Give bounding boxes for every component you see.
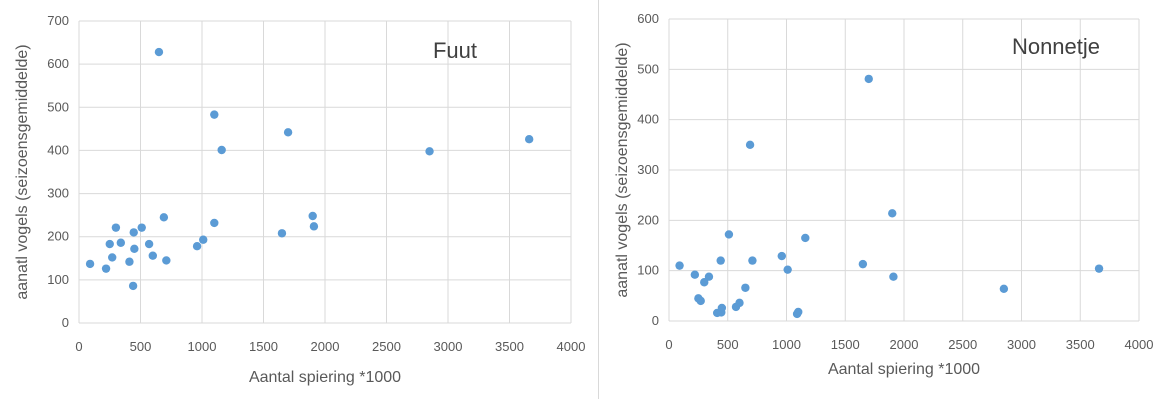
x-tick-label: 1500: [831, 337, 860, 352]
y-tick-label: 400: [637, 112, 659, 127]
data-point: [128, 281, 138, 291]
x-axis-title: Aantal spiering *1000: [249, 369, 401, 386]
y-axis-title: aanatl vogels (seizoensgemiddelde): [614, 42, 631, 297]
x-tick-label: 3500: [495, 339, 524, 354]
y-tick-label: 500: [47, 99, 69, 114]
data-point: [716, 256, 725, 265]
y-tick-label: 700: [47, 13, 69, 28]
y-axis-title: aanatl vogels (seizoensgemiddelde): [14, 44, 31, 299]
x-tick-label: 0: [665, 337, 672, 352]
y-tick-label: 600: [47, 56, 69, 71]
chart-title: Nonnetje: [1012, 34, 1100, 59]
data-point: [889, 272, 898, 281]
y-tick-label: 300: [637, 162, 659, 177]
y-tick-label: 300: [47, 186, 69, 201]
data-point: [425, 147, 434, 156]
data-point: [690, 270, 700, 279]
data-point: [745, 140, 755, 150]
x-tick-label: 2500: [372, 339, 401, 354]
data-point: [144, 239, 154, 249]
data-point: [154, 47, 164, 57]
data-point: [1094, 264, 1104, 273]
data-point: [108, 253, 117, 262]
x-tick-label: 4000: [557, 339, 586, 354]
data-point: [137, 223, 146, 232]
data-point: [741, 283, 750, 292]
chart-title: Fuut: [433, 38, 477, 63]
data-point: [794, 307, 803, 317]
x-tick-label: 1500: [249, 339, 278, 354]
data-point: [777, 251, 786, 261]
data-point: [704, 272, 714, 281]
y-tick-label: 100: [47, 272, 69, 287]
data-point: [524, 135, 534, 144]
data-point: [724, 230, 734, 239]
x-axis-title: Aantal spiering *1000: [828, 361, 980, 378]
y-tick-label: 200: [47, 229, 69, 244]
data-point: [210, 110, 219, 119]
data-point: [85, 259, 95, 269]
x-tick-label: 1000: [188, 339, 217, 354]
x-tick-label: 1000: [772, 337, 801, 352]
y-tick-label: 0: [652, 313, 659, 328]
y-tick-label: 500: [637, 61, 659, 76]
data-point: [199, 235, 208, 244]
data-point: [675, 261, 684, 270]
data-point: [864, 74, 873, 84]
data-point: [888, 209, 897, 218]
data-point: [129, 228, 138, 237]
chart-panel-nonnetje: 0 100 200 300 400 500 600 0 500 1000 1500 2000 2500 3…: [598, 0, 1155, 399]
data-point: [101, 264, 111, 273]
data-point: [148, 251, 157, 260]
data-point: [105, 239, 114, 249]
scatter-chart-nonnetje: 0 100 200 300 400 500 600 0 500 1000 1500 2000 2500 3…: [614, 11, 1154, 378]
y-tick-label: 600: [637, 11, 659, 26]
data-point: [116, 238, 126, 247]
x-tick-label: 2500: [948, 337, 977, 352]
data-point: [783, 265, 792, 274]
y-tick-label: 100: [637, 263, 659, 278]
chart-panel-fuut: 0 100 200 300 400 500 600 700 0 500 1000 1500 2000 25…: [14, 13, 586, 386]
x-tick-label: 4000: [1125, 337, 1154, 352]
data-point: [111, 223, 121, 232]
data-point: [210, 218, 219, 228]
data-point: [717, 303, 727, 313]
x-tick-label: 2000: [890, 337, 919, 352]
data-point: [192, 242, 202, 251]
data-point: [277, 229, 287, 238]
x-tick-label: 0: [75, 339, 82, 354]
x-tick-label: 2000: [311, 339, 340, 354]
data-point: [283, 128, 293, 137]
data-point: [999, 284, 1009, 293]
data-point: [217, 145, 226, 155]
data-point: [308, 211, 317, 221]
data-point: [696, 296, 705, 306]
data-point: [748, 256, 757, 265]
x-tick-label: 3000: [1007, 337, 1036, 352]
y-tick-label: 200: [637, 212, 659, 227]
scatter-chart-fuut: 0 100 200 300 400 500 600 700 0 500 1000 1500 2000 25…: [14, 13, 586, 386]
x-tick-label: 500: [130, 339, 152, 354]
y-tick-label: 400: [47, 142, 69, 157]
x-tick-label: 3000: [434, 339, 463, 354]
x-tick-label: 3500: [1066, 337, 1095, 352]
data-point: [735, 298, 744, 308]
data-point: [125, 257, 134, 266]
data-point: [130, 244, 139, 253]
data-point: [858, 259, 868, 269]
x-tick-label: 500: [717, 337, 739, 352]
data-point: [309, 222, 319, 231]
y-tick-label: 0: [62, 315, 69, 330]
data-point: [159, 213, 169, 222]
data-point: [700, 278, 709, 287]
data-point: [162, 256, 171, 265]
data-point: [801, 233, 810, 243]
